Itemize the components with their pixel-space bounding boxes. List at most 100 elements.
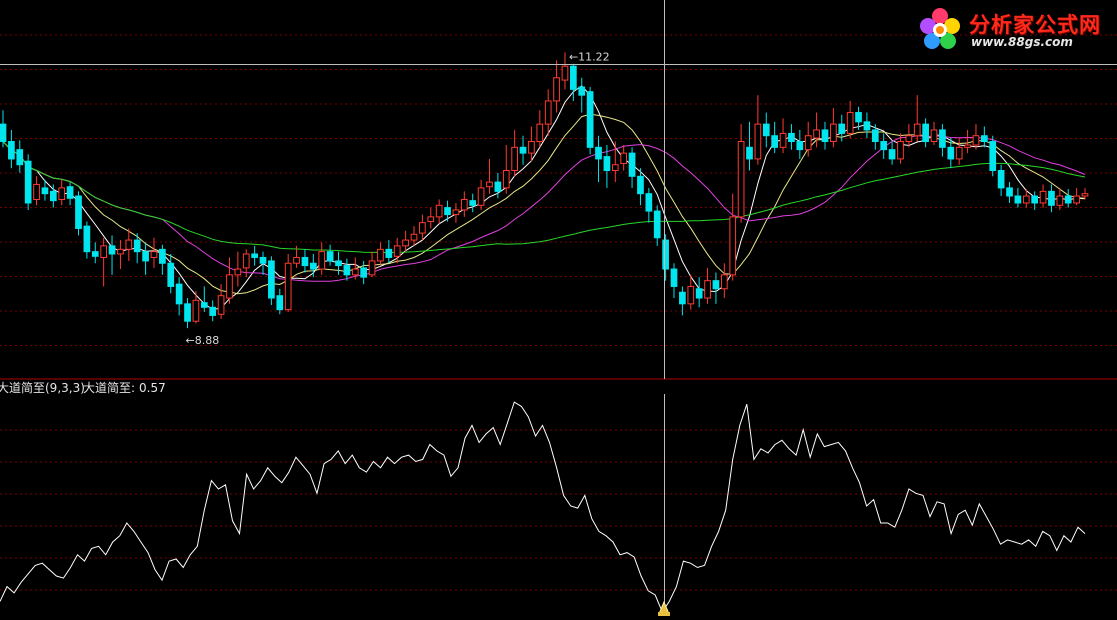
candle: [788, 124, 795, 150]
candle: [645, 187, 653, 223]
candle: [309, 253, 317, 278]
high-price-label: ←11.22: [569, 50, 610, 63]
candle: [637, 168, 644, 206]
candle-body: [1039, 190, 1047, 204]
logo-title: 分析家公式网: [969, 13, 1101, 37]
candle: [184, 298, 191, 329]
candle: [91, 242, 99, 264]
candle-body: [133, 239, 141, 253]
candle-body: [888, 149, 896, 160]
candle-body: [377, 248, 384, 262]
candle: [175, 277, 183, 316]
candle: [578, 77, 586, 113]
candle-body: [41, 187, 49, 195]
candle: [913, 95, 921, 142]
candle: [695, 277, 703, 308]
candle-body: [964, 144, 971, 148]
candle: [964, 129, 971, 154]
candle-body: [720, 274, 728, 290]
candle: [536, 110, 544, 148]
candle-body: [444, 207, 451, 216]
candle: [142, 242, 149, 275]
candle-body: [335, 260, 342, 267]
candle: [720, 263, 728, 299]
candle-body: [1064, 195, 1072, 204]
candle-body: [0, 123, 7, 143]
candle-body: [712, 280, 720, 290]
candle: [511, 129, 518, 177]
candle: [553, 60, 560, 113]
candle-body: [662, 239, 669, 270]
candle-body: [226, 274, 233, 299]
candle-body: [150, 251, 158, 258]
candle: [209, 300, 217, 322]
candle-body: [393, 245, 401, 257]
candle: [435, 199, 443, 224]
candle: [762, 112, 770, 148]
candle-body: [1031, 195, 1039, 204]
candle: [955, 138, 963, 165]
candle-body: [528, 141, 535, 154]
candle: [972, 124, 980, 150]
indicator-line: [0, 401, 1086, 614]
candle-body: [1056, 195, 1064, 206]
cursor-marker-icon: [658, 600, 670, 616]
candle: [242, 249, 250, 278]
candle-body: [603, 156, 611, 172]
candle-body: [1006, 187, 1013, 197]
candle: [486, 158, 493, 194]
candle: [746, 121, 753, 171]
candle-body: [494, 181, 502, 192]
candle-body: [830, 123, 837, 143]
candle-body: [637, 175, 644, 195]
candle: [1006, 182, 1013, 203]
candle: [343, 258, 351, 281]
candle-body: [645, 193, 653, 212]
flower-logo-icon: [920, 8, 960, 49]
candle: [66, 182, 74, 206]
candle-body: [452, 209, 460, 216]
candle-body: [871, 129, 879, 143]
candle-body: [1022, 195, 1030, 204]
candle: [1014, 187, 1022, 208]
candle: [335, 251, 342, 275]
candle-body: [804, 135, 812, 151]
candle: [200, 286, 208, 312]
candle: [544, 89, 552, 136]
candle: [293, 245, 300, 268]
candle: [301, 249, 309, 273]
candle-body: [922, 123, 929, 143]
candle: [410, 226, 418, 246]
candle-body: [234, 268, 242, 276]
candle-body: [821, 129, 829, 143]
candle: [855, 106, 862, 130]
candle-body: [200, 302, 208, 308]
candle-body: [16, 149, 24, 166]
candle: [653, 205, 661, 246]
candle-body: [1014, 195, 1022, 204]
candle-body: [687, 285, 695, 305]
candle: [712, 272, 720, 304]
candle: [452, 202, 460, 223]
candle-body: [611, 164, 619, 172]
candle-body: [142, 251, 149, 262]
candle-body: [351, 268, 359, 276]
site-logo[interactable]: 分析家公式网 www.88gs.com: [911, 4, 1111, 54]
candle: [1064, 189, 1072, 208]
candle-body: [536, 123, 544, 143]
candle: [377, 242, 384, 266]
candle-body: [8, 141, 15, 160]
candle: [754, 95, 762, 165]
candle: [1048, 184, 1055, 213]
candle: [41, 179, 49, 201]
candle-body: [326, 251, 334, 262]
candle: [360, 260, 368, 285]
low-price-label: ←8.88: [186, 334, 220, 347]
candle-body: [293, 256, 300, 264]
candle-body: [511, 146, 518, 172]
candle: [217, 284, 225, 319]
candle: [33, 176, 40, 206]
candle: [922, 118, 929, 148]
